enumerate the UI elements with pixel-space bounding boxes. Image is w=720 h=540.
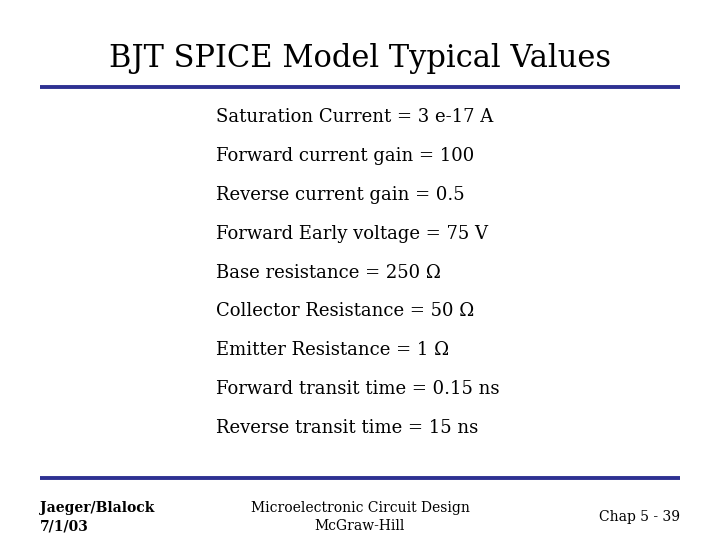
Text: Reverse transit time = 15 ns: Reverse transit time = 15 ns xyxy=(216,419,478,437)
Text: BJT SPICE Model Typical Values: BJT SPICE Model Typical Values xyxy=(109,43,611,74)
Text: Base resistance = 250 Ω: Base resistance = 250 Ω xyxy=(216,264,441,281)
Text: 7/1/03: 7/1/03 xyxy=(40,519,89,534)
Text: Reverse current gain = 0.5: Reverse current gain = 0.5 xyxy=(216,186,464,204)
Text: Jaeger/Blalock: Jaeger/Blalock xyxy=(40,501,154,515)
Text: Collector Resistance = 50 Ω: Collector Resistance = 50 Ω xyxy=(216,302,474,320)
Text: Forward current gain = 100: Forward current gain = 100 xyxy=(216,147,474,165)
Text: McGraw-Hill: McGraw-Hill xyxy=(315,519,405,534)
Text: Chap 5 - 39: Chap 5 - 39 xyxy=(599,510,680,524)
Text: Forward Early voltage = 75 V: Forward Early voltage = 75 V xyxy=(216,225,488,242)
Text: Saturation Current = 3 e-17 A: Saturation Current = 3 e-17 A xyxy=(216,108,493,126)
Text: Emitter Resistance = 1 Ω: Emitter Resistance = 1 Ω xyxy=(216,341,449,359)
Text: Microelectronic Circuit Design: Microelectronic Circuit Design xyxy=(251,501,469,515)
Text: Forward transit time = 0.15 ns: Forward transit time = 0.15 ns xyxy=(216,380,500,398)
